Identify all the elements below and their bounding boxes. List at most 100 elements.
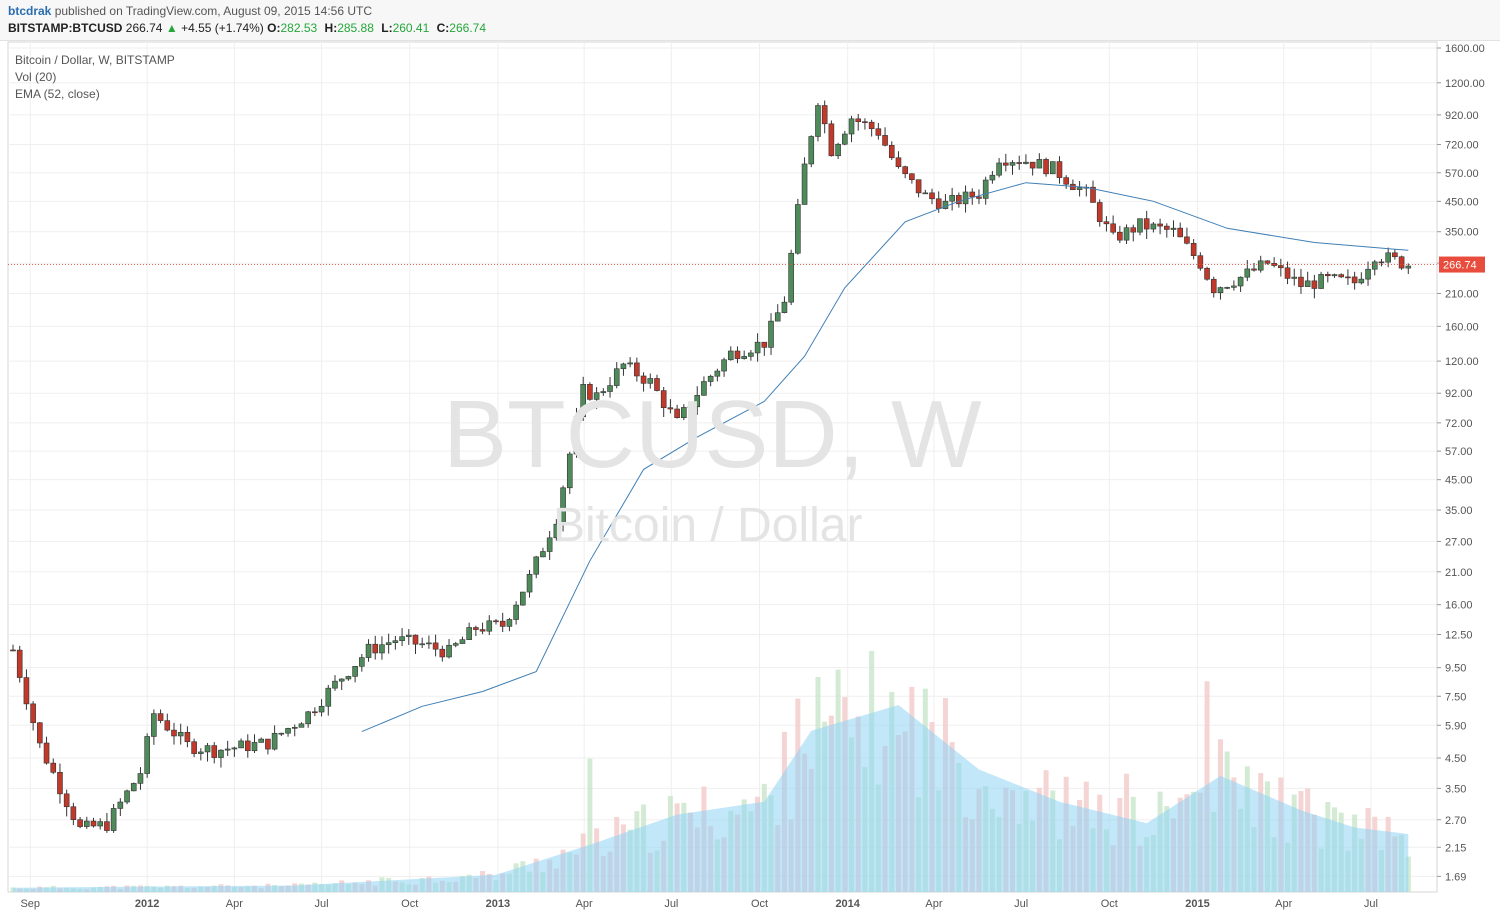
candle-body	[151, 713, 157, 737]
y-tick-label: 570.00	[1445, 168, 1479, 180]
candle-body	[506, 619, 513, 627]
watermark-symbol: BTCUSD, W	[443, 381, 982, 488]
up-arrow-icon: ▲	[165, 21, 178, 35]
candle-body	[1278, 265, 1284, 269]
candle-body	[989, 174, 996, 181]
candle-body	[486, 620, 493, 632]
candle-body	[1284, 267, 1291, 279]
x-tick-label: Oct	[751, 898, 768, 910]
candle-body	[372, 643, 379, 654]
candle-body	[184, 732, 191, 743]
candle-body	[687, 406, 694, 409]
candle-body	[198, 751, 204, 754]
candle-body	[1210, 278, 1217, 294]
candle-body	[935, 198, 942, 209]
candle-body	[1117, 231, 1123, 241]
candle-body	[493, 620, 499, 623]
candle-body	[855, 118, 862, 122]
y-tick-label: 920.00	[1445, 110, 1479, 122]
y-tick-label: 4.50	[1445, 753, 1466, 765]
candle-body	[1076, 187, 1083, 190]
candle-body	[667, 407, 674, 410]
y-tick-label: 450.00	[1445, 196, 1479, 208]
candle-body	[533, 556, 540, 575]
candle-body	[352, 666, 358, 677]
time-axis[interactable]: Sep 2012 Apr Jul Oct 2013 Apr Jul Oct 2014 Apr Jul O…	[20, 898, 1377, 910]
candle-body	[104, 821, 110, 831]
price-axis[interactable]: 1600.00 1200.00 920.00 720.00 570.00 450.00 35…	[1436, 42, 1485, 892]
candle-body	[50, 762, 57, 773]
candle-body	[1177, 227, 1184, 238]
y-tick-label: 9.50	[1445, 663, 1466, 675]
x-tick-label: Apr	[576, 898, 593, 910]
candle-body	[929, 192, 935, 200]
candle-body	[1264, 260, 1271, 264]
candle-body	[359, 657, 365, 667]
candle-body	[902, 166, 908, 175]
candle-body	[1371, 261, 1378, 270]
y-tick-label: 1.69	[1445, 871, 1466, 883]
candle-body	[117, 801, 124, 809]
y-tick-label: 2.70	[1445, 815, 1466, 827]
candle-body	[1257, 260, 1264, 271]
candle-body	[265, 738, 271, 750]
x-tick-label: Jul	[1014, 898, 1028, 910]
author-link[interactable]: btcdrak	[8, 4, 52, 18]
y-tick-label: 72.00	[1445, 418, 1473, 430]
candle-body	[16, 649, 23, 678]
candle-body	[553, 523, 560, 539]
candle-body	[1130, 227, 1137, 233]
symbol-label[interactable]: BITSTAMP:BTCUSD	[8, 21, 123, 35]
candle-body	[754, 341, 761, 354]
candle-body	[660, 390, 667, 409]
candle-body	[1190, 243, 1197, 256]
candle-body	[1163, 225, 1170, 230]
y-tick-label: 92.00	[1445, 388, 1473, 400]
candle-body	[318, 705, 325, 713]
candle-body	[1338, 274, 1345, 278]
candle-body	[446, 644, 452, 658]
y-tick-label: 57.00	[1445, 446, 1473, 458]
candle-body	[909, 173, 915, 180]
candle-body	[721, 359, 727, 372]
candle-body	[976, 196, 982, 199]
candle-body	[795, 204, 801, 254]
candle-body	[1184, 236, 1190, 244]
candle-body	[1224, 287, 1230, 289]
candle-body	[1170, 227, 1177, 230]
candle-body	[607, 385, 613, 392]
candlesticks	[10, 100, 1412, 833]
candle-body	[164, 720, 171, 731]
candle-body	[1311, 280, 1318, 289]
candle-body	[43, 742, 50, 764]
candle-body	[312, 711, 318, 714]
candle-body	[23, 677, 30, 705]
price-chart[interactable]: 1600.00 1200.00 920.00 720.00 570.00 450.00 35…	[0, 40, 1500, 921]
legend-ema[interactable]: EMA (52, close)	[15, 87, 100, 101]
candle-body	[1197, 255, 1204, 269]
legend-volume[interactable]: Vol (20)	[15, 70, 57, 84]
last-price-badge	[1439, 256, 1485, 273]
candle-body	[144, 736, 150, 774]
y-tick-label: 35.00	[1445, 505, 1473, 517]
candle-body	[1345, 276, 1351, 279]
x-tick-label: Apr	[1275, 898, 1292, 910]
candle-body	[942, 200, 949, 209]
candle-body	[63, 793, 70, 808]
candle-body	[473, 627, 479, 630]
legend-title[interactable]: Bitcoin / Dollar, W, BITSTAMP	[15, 53, 175, 67]
candle-body	[1237, 276, 1244, 287]
candle-body	[251, 742, 258, 752]
x-tick-label: 2012	[135, 898, 159, 910]
candle-body	[439, 648, 446, 658]
x-tick-label: Jul	[1364, 898, 1378, 910]
x-tick-label: Jul	[315, 898, 329, 910]
candle-body	[218, 749, 224, 758]
candle-body	[1157, 223, 1163, 227]
candle-body	[1378, 261, 1385, 264]
candle-body	[1137, 218, 1143, 233]
candle-body	[1358, 278, 1365, 284]
candle-body	[37, 722, 43, 744]
y-tick-label: 3.50	[1445, 783, 1466, 795]
candle-body	[1244, 268, 1251, 278]
